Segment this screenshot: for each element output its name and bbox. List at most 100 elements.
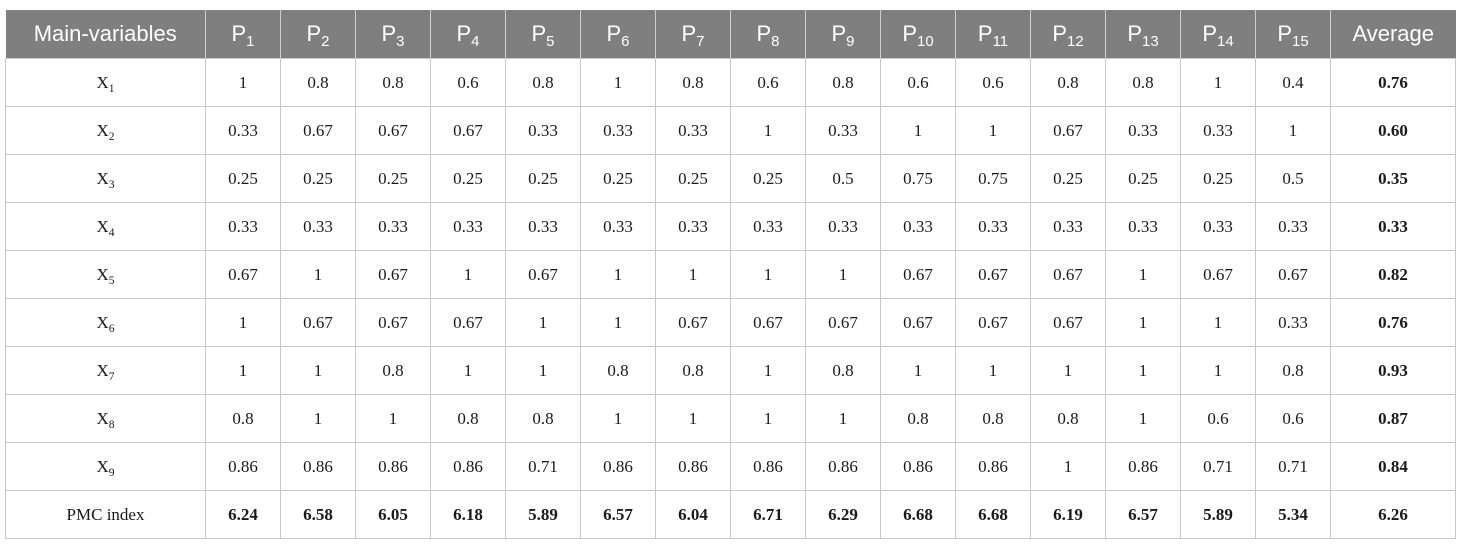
header-p2-subscript: 2 [321, 33, 330, 51]
table-cell: 0.86 [1105, 442, 1181, 491]
row-label-base: X [96, 312, 109, 332]
table-cell: 0.33 [655, 106, 731, 155]
table-cell: 0.86 [880, 442, 956, 491]
table-cell: 0.6 [1180, 394, 1256, 443]
header-main-variables: Main-variables [5, 10, 206, 59]
header-p10: P10 [880, 10, 956, 59]
header-p6: P6 [580, 10, 656, 59]
pmc-index-average: 6.26 [1330, 490, 1456, 539]
table-cell: 0.67 [880, 250, 956, 299]
row-label-subscript: 2 [108, 129, 115, 143]
table-cell: 0.67 [1030, 298, 1106, 347]
table-cell: 1 [355, 394, 431, 443]
row-label-subscript: 6 [108, 321, 115, 335]
header-p11-subscript: 11 [992, 33, 1009, 51]
row-label-subscript: 4 [108, 225, 115, 239]
header-average: Average [1330, 10, 1456, 59]
table-cell: 0.25 [430, 154, 506, 203]
header-p15-subscript: 15 [1292, 33, 1309, 51]
pmc-index-row: PMC index 6.24 6.58 6.05 6.18 5.89 6.57 6.04 6.7… [5, 490, 1456, 539]
table-cell: 0.33 [580, 202, 656, 251]
table-cell: 1 [1105, 394, 1181, 443]
table-row: X5 0.67 1 0.67 1 0.67 1 1 1 1 0.67 0.67 0.67 1 0.67 0.6… [5, 250, 1456, 299]
row-label: X6 [5, 298, 206, 347]
table-cell: 0.8 [1030, 58, 1106, 107]
table-row: X7 1 1 0.8 1 1 0.8 0.8 1 0.8 1 1 1 1 1 0.8 0.93 [5, 346, 1456, 395]
table-cell: 0.33 [805, 202, 881, 251]
header-p1: P1 [205, 10, 281, 59]
table-cell: 0.8 [1255, 346, 1331, 395]
pmc-table: Main-variables P1 P2 P3 P4 P5 P6 P7 P8 P9 P10 P11 P… [5, 10, 1456, 539]
row-label-subscript: 9 [108, 465, 115, 479]
row-label-subscript: 8 [108, 417, 115, 431]
table-cell: 1 [580, 58, 656, 107]
header-p6-subscript: 6 [621, 33, 630, 51]
table-cell: 0.8 [805, 346, 881, 395]
row-label-subscript: 3 [108, 177, 115, 191]
row-label: X8 [5, 394, 206, 443]
table-cell: 0.25 [505, 154, 581, 203]
header-p2-base: P [306, 21, 322, 46]
pmc-index-cell: 6.24 [205, 490, 281, 539]
table-cell: 0.8 [505, 394, 581, 443]
table-cell: 0.67 [505, 250, 581, 299]
header-p9: P9 [805, 10, 881, 59]
header-p11-base: P [977, 21, 993, 46]
table-cell: 1 [730, 250, 806, 299]
table-cell: 1 [730, 394, 806, 443]
table-cell: 0.8 [280, 58, 356, 107]
table-cell: 1 [880, 346, 956, 395]
table-cell: 0.86 [355, 442, 431, 491]
table-cell: 0.4 [1255, 58, 1331, 107]
table-cell: 0.86 [805, 442, 881, 491]
table-cell: 1 [430, 346, 506, 395]
header-p14-base: P [1202, 21, 1218, 46]
header-p13: P13 [1105, 10, 1181, 59]
table-cell: 0.33 [880, 202, 956, 251]
header-p13-subscript: 13 [1142, 33, 1159, 51]
table-row: X4 0.33 0.33 0.33 0.33 0.33 0.33 0.33 0.33 0.33 0.… [5, 202, 1456, 251]
average-cell: 0.60 [1330, 106, 1456, 155]
table-cell: 0.8 [205, 394, 281, 443]
row-label: X5 [5, 250, 206, 299]
pmc-index-cell: 5.89 [505, 490, 581, 539]
header-p8-base: P [756, 21, 772, 46]
table-row: X6 1 0.67 0.67 0.67 1 1 0.67 0.67 0.67 0.67 0.67 0.6… [5, 298, 1456, 347]
pmc-index-cell: 6.71 [730, 490, 806, 539]
pmc-index-cell: 6.58 [280, 490, 356, 539]
header-p12-base: P [1052, 21, 1068, 46]
header-p8: P8 [730, 10, 806, 59]
table-cell: 0.33 [1105, 106, 1181, 155]
header-p3: P3 [355, 10, 431, 59]
row-label: X9 [5, 442, 206, 491]
row-label-base: X [96, 168, 109, 188]
table-cell: 0.67 [430, 106, 506, 155]
table-cell: 0.25 [580, 154, 656, 203]
average-cell: 0.35 [1330, 154, 1456, 203]
table-cell: 1 [280, 346, 356, 395]
table-row: X9 0.86 0.86 0.86 0.86 0.71 0.86 0.86 0.86 0.86 0.… [5, 442, 1456, 491]
header-p3-base: P [381, 21, 397, 46]
table-cell: 0.86 [580, 442, 656, 491]
table-cell: 0.8 [355, 346, 431, 395]
table-cell: 0.6 [880, 58, 956, 107]
header-p9-subscript: 9 [846, 33, 855, 51]
header-p3-subscript: 3 [396, 33, 405, 51]
table-cell: 0.6 [1255, 394, 1331, 443]
table-cell: 0.86 [955, 442, 1031, 491]
header-p10-base: P [902, 21, 918, 46]
header-p12: P12 [1030, 10, 1106, 59]
table-cell: 0.71 [505, 442, 581, 491]
table-cell: 1 [505, 346, 581, 395]
table-cell: 0.33 [355, 202, 431, 251]
table-cell: 1 [1105, 346, 1181, 395]
header-p12-subscript: 12 [1067, 33, 1084, 51]
table-cell: 0.8 [505, 58, 581, 107]
table-cell: 1 [580, 298, 656, 347]
table-cell: 1 [280, 394, 356, 443]
table-cell: 0.8 [655, 58, 731, 107]
table-cell: 0.75 [880, 154, 956, 203]
header-p7-base: P [681, 21, 697, 46]
table-cell: 0.33 [1180, 106, 1256, 155]
average-cell: 0.76 [1330, 298, 1456, 347]
